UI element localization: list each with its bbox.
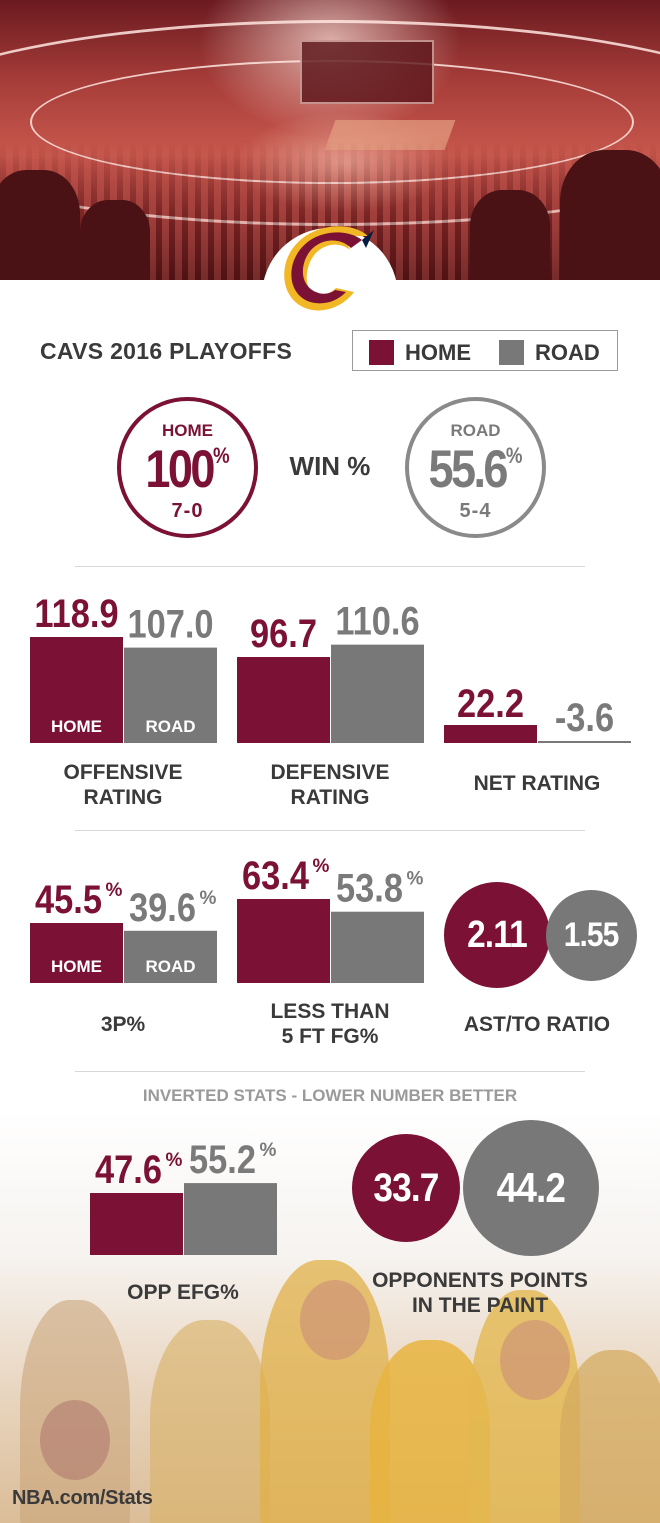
off-bar-home [30,637,123,743]
off-value-label-road: 107.0 [127,601,213,646]
lt5-bar-road [331,911,424,983]
off-value-label-home: 118.9 [34,591,118,636]
efg-value-label-road: 55.2 [189,1137,256,1182]
off-bar-road [124,647,217,743]
def-value-label-road: 110.6 [335,598,419,643]
efg-value-label-home: 47.6 [95,1147,162,1192]
three-value-label-road: 39.6 [129,884,196,929]
lt5-unit-label-road: % [407,869,424,890]
legend-label-home: HOME [405,340,471,365]
def-value-label-home: 96.7 [250,611,317,656]
road-win-label: ROAD [450,421,501,440]
net-value-label-home: 22.2 [457,681,524,726]
crowd-background-image [0,1110,660,1523]
three-bar-home [30,923,123,983]
efg-bar-home [90,1193,183,1255]
fan-silhouette [80,200,150,280]
three-unit-label-home: % [106,880,123,901]
three-bar-road [124,930,217,983]
fan-silhouette [560,150,660,280]
off-bar-label-road: ROAD [145,717,195,736]
net-bar-road [538,741,631,743]
cavaliers-c-logo [284,226,374,311]
caption-opponents-paint: OPPONENTS POINTS IN THE PAINT [372,1269,588,1317]
caption-less-than-5ft: LESS THAN 5 FT FG% [270,1000,390,1048]
fan-face [300,1280,370,1360]
fan-face [500,1320,570,1400]
scoreboard [300,40,434,104]
fan-silhouette [470,190,550,280]
win-pct-label: WIN % [289,451,371,481]
source-credit: NBA.com/Stats [12,1487,153,1509]
fan-face [40,1400,110,1480]
lt5-value-label-home: 63.4 [242,853,309,898]
off-bar-label-home: HOME [51,717,102,736]
fan-figure [560,1350,660,1523]
page-title: CAVS 2016 PLAYOFFS [40,338,293,364]
ast-to-home-bubble: 2.11 [444,882,550,988]
net-bar-home [444,725,537,743]
ast-to-road-bubble: 1.55 [545,889,637,981]
road-win-circle: ROAD 55.6% 5-4 [405,397,546,538]
legend-swatch-home [369,340,394,365]
efg-unit-label-home: % [166,1150,183,1171]
efg-unit-label-road: % [260,1140,277,1161]
legend-swatch-road [499,340,524,365]
home-win-record: 7-0 [171,500,204,522]
paint-road-bubble: 44.2 [463,1120,599,1256]
home-win-label: HOME [162,421,213,440]
fan-silhouette [0,170,80,280]
lt5-unit-label-home: % [313,856,330,877]
three-bar-label-home: HOME [51,957,102,976]
road-win-value: 55.6% [428,440,523,499]
def-bar-home [237,657,330,743]
three-bar-label-road: ROAD [145,957,195,976]
inverted-stats-note: INVERTED STATS - LOWER NUMBER BETTER [142,1086,518,1105]
road-win-record: 5-4 [459,500,492,522]
caption-opp-efg: OPP EFG% [127,1281,239,1304]
caption-net-rating: NET RATING [473,772,601,795]
caption-defensive-rating: DEFENSIVE RATING [270,761,390,809]
three-value-label-home: 45.5 [35,877,102,922]
def-bar-road [331,644,424,743]
divider [75,566,585,567]
divider [75,830,585,831]
three-unit-label-road: % [200,888,217,909]
legend: HOME ROAD [352,330,618,371]
caption-3p-pct: 3P% [100,1013,146,1036]
lt5-bar-home [237,899,330,983]
paint-home-bubble: 33.7 [352,1134,460,1242]
lt5-value-label-road: 53.8 [336,865,403,910]
arena-upper-ring [0,20,660,226]
caption-ast-to-ratio: AST/TO RATIO [463,1013,611,1036]
legend-label-road: ROAD [535,340,600,365]
net-value-label-road: -3.6 [555,695,614,740]
caption-offensive-rating: OFFENSIVE RATING [63,761,183,809]
home-win-value: 100% [145,440,230,499]
efg-bar-road [184,1183,277,1255]
fan-figure [150,1320,270,1523]
divider [75,1071,585,1072]
home-win-circle: HOME 100% 7-0 [117,397,258,538]
